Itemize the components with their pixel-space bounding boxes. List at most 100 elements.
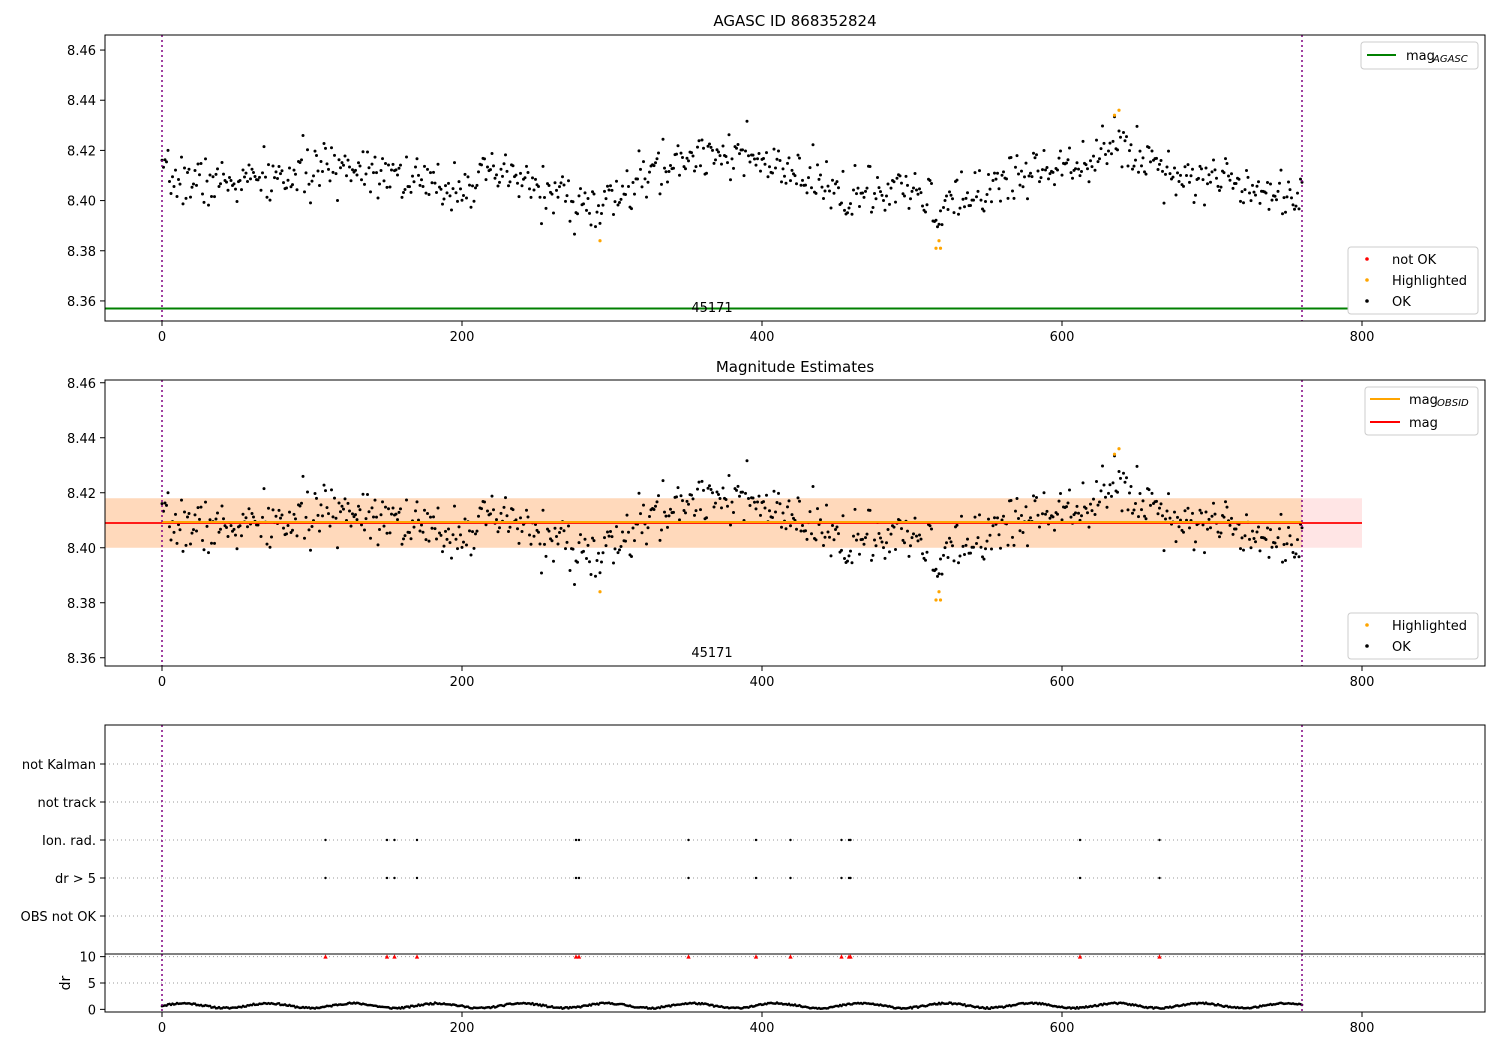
ok-point bbox=[1284, 558, 1287, 562]
ok-point bbox=[238, 179, 242, 183]
ok-point bbox=[1092, 154, 1095, 158]
dr-ytick-label: 10 bbox=[79, 951, 96, 966]
ok-point bbox=[1144, 172, 1148, 176]
ok-point bbox=[537, 184, 540, 188]
ok-point bbox=[706, 144, 710, 148]
ok-point bbox=[1158, 506, 1161, 510]
ok-point bbox=[364, 517, 368, 521]
ok-point bbox=[1051, 515, 1055, 519]
ok-point bbox=[757, 152, 761, 156]
ok-point bbox=[841, 514, 845, 518]
ok-point bbox=[511, 164, 515, 168]
ok-point bbox=[642, 160, 645, 164]
ok-point bbox=[960, 514, 963, 518]
ok-point bbox=[499, 511, 503, 515]
ok-point bbox=[1267, 555, 1271, 559]
ok-point bbox=[775, 500, 779, 504]
ok-point bbox=[343, 497, 347, 501]
ok-point bbox=[972, 545, 975, 549]
ok-point bbox=[295, 188, 299, 192]
ok-point bbox=[679, 494, 683, 498]
ok-point bbox=[493, 176, 497, 180]
ok-point bbox=[982, 209, 986, 213]
ok-point bbox=[408, 530, 411, 534]
ok-point bbox=[1024, 505, 1028, 509]
ok-point bbox=[1107, 149, 1110, 153]
dr-xtick-label: 200 bbox=[450, 1021, 475, 1036]
ok-point bbox=[1014, 509, 1017, 513]
ok-point bbox=[486, 165, 489, 169]
ok-point bbox=[490, 494, 494, 498]
ok-point bbox=[945, 541, 948, 545]
ok-point bbox=[847, 554, 851, 558]
ok-point bbox=[697, 139, 701, 143]
ok-point bbox=[732, 166, 735, 170]
ok-point bbox=[363, 528, 366, 532]
ok-point bbox=[807, 176, 810, 180]
ok-point bbox=[397, 166, 401, 170]
ok-point bbox=[1014, 165, 1017, 169]
ok-point bbox=[694, 165, 698, 169]
ok-point bbox=[436, 506, 440, 510]
ok-point bbox=[712, 505, 716, 509]
ok-point bbox=[1026, 544, 1029, 548]
ok-point bbox=[435, 537, 438, 541]
ok-point bbox=[1117, 469, 1121, 473]
ok-point bbox=[934, 218, 938, 222]
ok-point bbox=[1173, 166, 1176, 170]
ok-point bbox=[684, 511, 687, 515]
ok-point bbox=[1086, 511, 1089, 515]
ok-point bbox=[1230, 172, 1233, 176]
dr-ytick-label: 0 bbox=[88, 1003, 96, 1018]
ok-point bbox=[450, 556, 453, 560]
ok-point bbox=[991, 524, 995, 528]
ok-point bbox=[585, 208, 588, 212]
ok-point bbox=[814, 538, 818, 542]
dr-xtick-label: 600 bbox=[1050, 1021, 1075, 1036]
ok-point bbox=[1255, 184, 1259, 188]
agasc-xtick-label: 200 bbox=[450, 330, 475, 345]
ok-point bbox=[646, 180, 650, 184]
ok-point bbox=[894, 200, 897, 204]
ok-point bbox=[889, 186, 893, 190]
ok-point bbox=[825, 160, 828, 164]
ok-point bbox=[892, 180, 896, 184]
ok-point bbox=[270, 189, 273, 193]
ok-point bbox=[466, 175, 470, 179]
ok-point bbox=[1216, 530, 1220, 534]
ok-point bbox=[951, 197, 954, 201]
ok-point bbox=[361, 492, 365, 496]
ok-point bbox=[882, 546, 885, 550]
ok-point bbox=[877, 186, 881, 190]
ok-point bbox=[822, 544, 825, 548]
ok-point bbox=[1161, 169, 1164, 173]
ok-point bbox=[768, 165, 771, 169]
dr-ytick-label: 5 bbox=[88, 977, 96, 992]
ok-point bbox=[1206, 182, 1209, 186]
dr-point bbox=[711, 1003, 714, 1007]
ok-point bbox=[1159, 502, 1163, 506]
ok-point bbox=[1017, 172, 1020, 176]
ok-point bbox=[925, 203, 929, 207]
ok-point bbox=[1119, 476, 1122, 480]
ok-point bbox=[637, 149, 641, 153]
ok-point bbox=[484, 523, 488, 527]
ok-point bbox=[1011, 189, 1014, 193]
ok-point bbox=[787, 499, 791, 503]
ok-point bbox=[454, 191, 458, 195]
ok-point bbox=[873, 538, 876, 542]
dr-clipped-marker bbox=[323, 954, 328, 959]
ok-point bbox=[985, 539, 989, 543]
ok-point bbox=[495, 518, 498, 522]
ok-point bbox=[762, 157, 765, 161]
ok-point bbox=[736, 484, 740, 488]
ok-point bbox=[474, 532, 477, 536]
ok-point bbox=[327, 512, 330, 516]
legend-line-sub: AGASC bbox=[1432, 54, 1468, 65]
ok-point bbox=[895, 176, 899, 180]
ok-point bbox=[654, 504, 657, 508]
ok-point bbox=[529, 542, 533, 546]
ok-point bbox=[270, 535, 273, 539]
ok-point bbox=[318, 529, 321, 533]
